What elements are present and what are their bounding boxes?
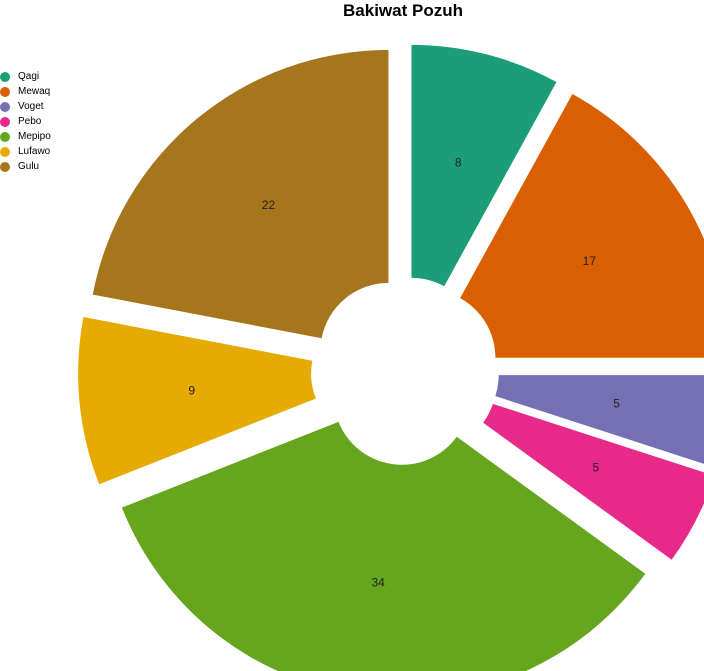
pie-slice-pebo (483, 403, 704, 560)
legend-label: Mewaq (18, 86, 51, 97)
legend-label: Qagi (18, 71, 40, 82)
pie-slice-mewaq (460, 93, 704, 358)
slice-value-label: 9 (188, 383, 195, 397)
pie-slice-lufawo (78, 317, 316, 485)
legend-swatch (0, 86, 10, 97)
pie-slice-gulu (92, 49, 389, 339)
pie-slice-voget (495, 375, 704, 464)
slice-value-label: 17 (583, 254, 597, 268)
legend-item: Gulu (0, 159, 51, 174)
legend-item: Qagi (0, 69, 51, 84)
slice-value-label: 5 (593, 460, 600, 474)
legend-swatch (0, 101, 10, 112)
slice-value-label: 22 (262, 198, 276, 212)
pie-slice-mepipo (121, 421, 646, 671)
legend-item: Mewaq (0, 84, 51, 99)
legend-item: Lufawo (0, 144, 51, 159)
legend: Qagi Mewaq Voget Pebo Mepipo Lufawo Gulu (0, 69, 51, 174)
legend-label: Voget (18, 101, 44, 112)
legend-item: Pebo (0, 114, 51, 129)
legend-swatch (0, 71, 10, 82)
legend-label: Pebo (18, 116, 42, 127)
legend-swatch (0, 131, 10, 142)
legend-label: Gulu (18, 161, 40, 172)
slice-value-label: 8 (455, 156, 462, 170)
pie-slice-qagi (411, 44, 557, 287)
legend-swatch (0, 161, 10, 172)
chart-title: Bakiwat Pozuh (343, 1, 463, 20)
legend-label: Mepipo (18, 131, 51, 142)
legend-swatch (0, 116, 10, 127)
legend-label: Lufawo (18, 146, 51, 157)
slice-value-label: 34 (371, 576, 385, 590)
legend-swatch (0, 146, 10, 157)
legend-item: Voget (0, 99, 51, 114)
slice-value-label: 5 (613, 397, 620, 411)
legend-item: Mepipo (0, 129, 51, 144)
